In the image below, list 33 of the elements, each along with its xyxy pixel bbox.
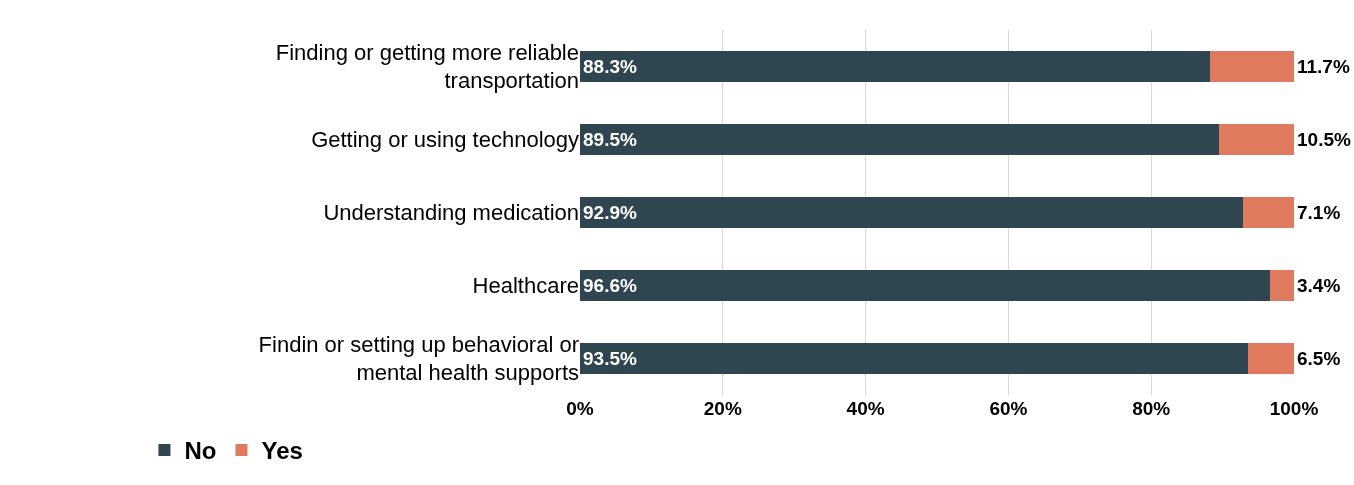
bar (1269, 270, 1294, 301)
bar (1210, 51, 1294, 82)
data-label: 10.5% (1297, 129, 1351, 150)
x-tick-label: 0% (566, 398, 594, 419)
x-tick-label: 60% (989, 398, 1028, 419)
x-tick-label: 40% (846, 398, 885, 419)
data-label: 96.6% (583, 275, 637, 296)
data-label: 93.5% (583, 348, 637, 369)
x-tick-label: 20% (703, 398, 742, 419)
x-tick-label: 100% (1269, 398, 1319, 419)
y-tick-label: Getting or using technology (311, 127, 579, 153)
y-tick-label: Findin or setting up behavioral or mental health supports (258, 331, 579, 386)
data-label: 3.4% (1297, 275, 1341, 296)
data-label: 7.1% (1297, 202, 1341, 223)
data-label: 92.9% (583, 202, 637, 223)
y-tick-label: Finding or getting more reliable transportation (275, 39, 579, 94)
bar (1243, 197, 1294, 228)
y-tick-label: Understanding medication (323, 200, 579, 226)
bar (580, 51, 1211, 82)
bar (580, 124, 1220, 155)
y-tick-label: Healthcare (472, 273, 579, 299)
bar (580, 270, 1270, 301)
x-tick-label: 80% (1132, 398, 1171, 419)
bar (1219, 124, 1294, 155)
bar (580, 197, 1244, 228)
legend-label: No (184, 437, 217, 465)
data-label: 89.5% (583, 129, 637, 150)
data-label: 6.5% (1297, 348, 1341, 369)
legend-label: Yes (261, 437, 303, 465)
data-label: 88.3% (583, 56, 637, 77)
data-label: 11.7% (1297, 56, 1350, 77)
bar (580, 343, 1248, 374)
bar (1247, 343, 1294, 374)
